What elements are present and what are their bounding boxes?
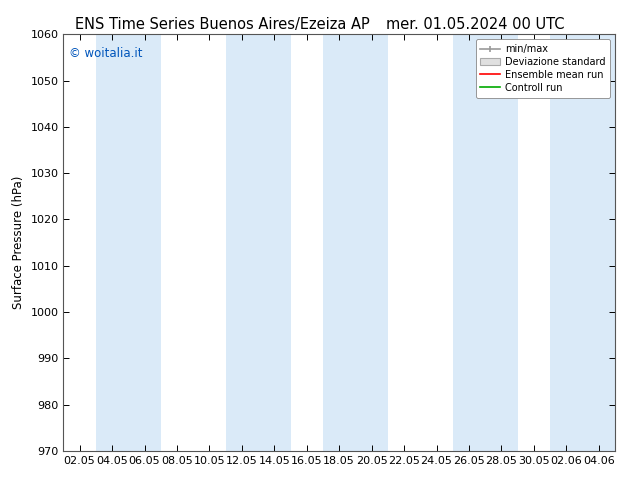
Text: © woitalia.it: © woitalia.it <box>69 47 143 60</box>
Bar <box>96 34 161 451</box>
Bar <box>323 34 388 451</box>
Y-axis label: Surface Pressure (hPa): Surface Pressure (hPa) <box>12 176 25 309</box>
Legend: min/max, Deviazione standard, Ensemble mean run, Controll run: min/max, Deviazione standard, Ensemble m… <box>476 39 610 98</box>
Text: mer. 01.05.2024 00 UTC: mer. 01.05.2024 00 UTC <box>386 17 565 32</box>
Bar <box>550 34 615 451</box>
Bar <box>226 34 290 451</box>
Text: ENS Time Series Buenos Aires/Ezeiza AP: ENS Time Series Buenos Aires/Ezeiza AP <box>75 17 369 32</box>
Bar <box>453 34 517 451</box>
